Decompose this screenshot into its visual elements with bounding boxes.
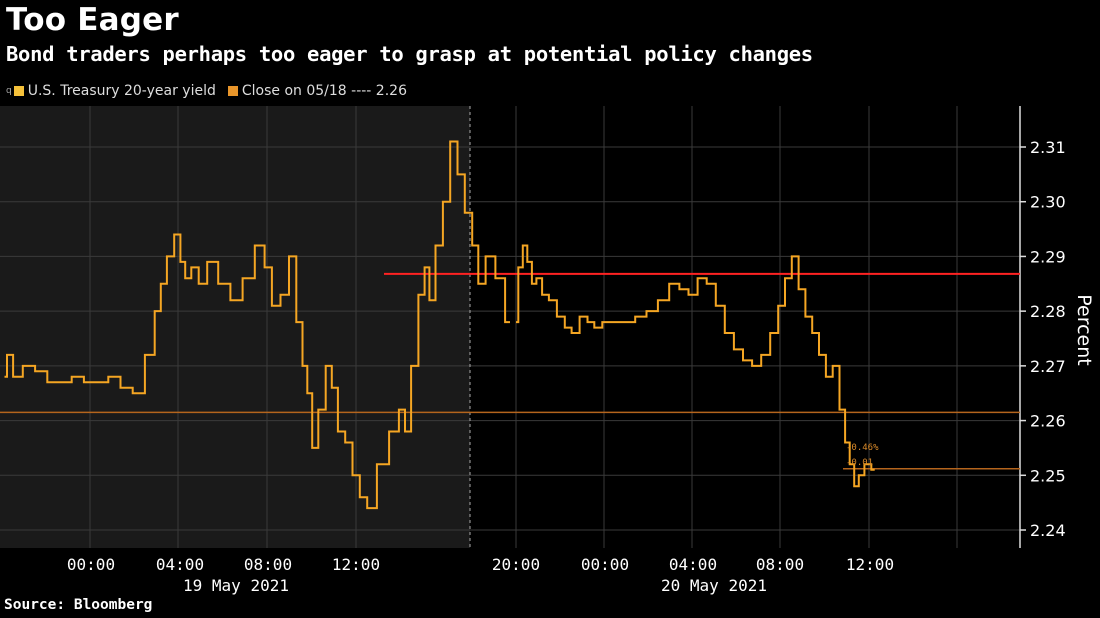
annotation-pct: -0.46% xyxy=(846,443,879,453)
x-tick-label: 20:00 xyxy=(492,555,540,574)
y-tick-label: 2.24 xyxy=(1030,521,1066,540)
source-note: Source: Bloomberg xyxy=(4,597,153,613)
legend-label-series: U.S. Treasury 20-year yield xyxy=(27,83,216,99)
x-tick-label: 00:00 xyxy=(67,555,115,574)
y-tick-label: 2.29 xyxy=(1030,247,1066,266)
y-tick-label: 2.31 xyxy=(1030,138,1066,157)
legend-item-close: Close on 05/18 ---- 2.26 xyxy=(227,83,407,99)
chart-subtitle: Bond traders perhaps too eager to grasp … xyxy=(6,42,813,66)
x-tick-label: 12:00 xyxy=(846,555,894,574)
plot-background-day1 xyxy=(0,106,470,548)
y-ticks: 2.24 2.25 2.26 2.27 2.28 2.29 2.30 2.31 xyxy=(1020,138,1066,540)
x-ticks: 00:00 04:00 08:00 12:00 20:00 00:00 04:00 08:00… xyxy=(67,555,894,574)
plot-background-day2 xyxy=(470,106,1020,548)
series-line-segment xyxy=(4,140,510,510)
legend-marker: q xyxy=(6,86,12,96)
grid xyxy=(0,106,1020,548)
date-label-day2: 20 May 2021 xyxy=(661,576,767,595)
legend-label-close: Close on 05/18 ---- 2.26 xyxy=(241,83,407,99)
legend-swatch-series xyxy=(13,86,24,96)
legend-swatch-close xyxy=(227,86,238,96)
y-axis-label: Percent xyxy=(1073,294,1095,366)
series-line-segment xyxy=(516,244,875,488)
y-tick-label: 2.26 xyxy=(1030,412,1066,431)
y-tick-label: 2.28 xyxy=(1030,302,1066,321)
x-tick-label: 08:00 xyxy=(244,555,292,574)
date-label-day1: 19 May 2021 xyxy=(183,576,289,595)
y-tick-label: 2.30 xyxy=(1030,193,1066,212)
y-tick-label: 2.25 xyxy=(1030,466,1066,485)
x-tick-label: 04:00 xyxy=(156,555,204,574)
legend-item-series: U.S. Treasury 20-year yield xyxy=(13,83,216,99)
x-tick-label: 12:00 xyxy=(332,555,380,574)
x-tick-label: 08:00 xyxy=(756,555,804,574)
legend: q U.S. Treasury 20-year yield Close on 0… xyxy=(6,83,419,99)
series-yield xyxy=(4,140,875,510)
x-tick-label: 00:00 xyxy=(581,555,629,574)
y-tick-label: 2.27 xyxy=(1030,357,1066,376)
annotation-chg: -0.01 xyxy=(846,458,873,468)
chart-title: Too Eager xyxy=(6,2,179,38)
x-tick-label: 04:00 xyxy=(669,555,717,574)
